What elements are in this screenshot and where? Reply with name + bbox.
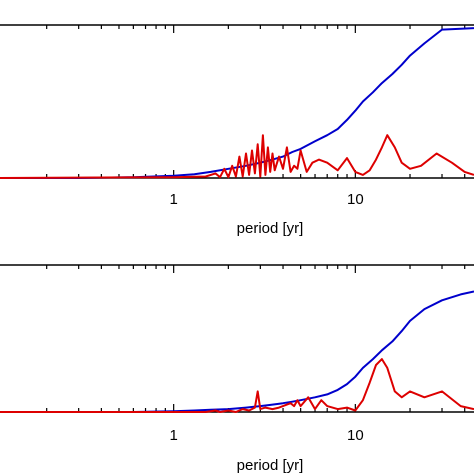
series-line-1 — [0, 358, 474, 413]
chart-panel-top: 1 10 period [yr] — [0, 24, 474, 237]
x-tick-label: 1 — [169, 191, 177, 208]
x-tick-label: 1 — [169, 427, 177, 444]
x-tick-label: 10 — [347, 427, 364, 444]
x-axis-label: period [yr] — [237, 457, 304, 474]
x-tick-label: 10 — [347, 191, 364, 208]
series-line-1 — [0, 134, 474, 179]
series-line-0 — [0, 27, 474, 179]
series-line-0 — [0, 290, 474, 413]
x-axis-label: period [yr] — [237, 220, 304, 237]
chart-panel-bottom: 1 10 period [yr] — [0, 264, 474, 474]
